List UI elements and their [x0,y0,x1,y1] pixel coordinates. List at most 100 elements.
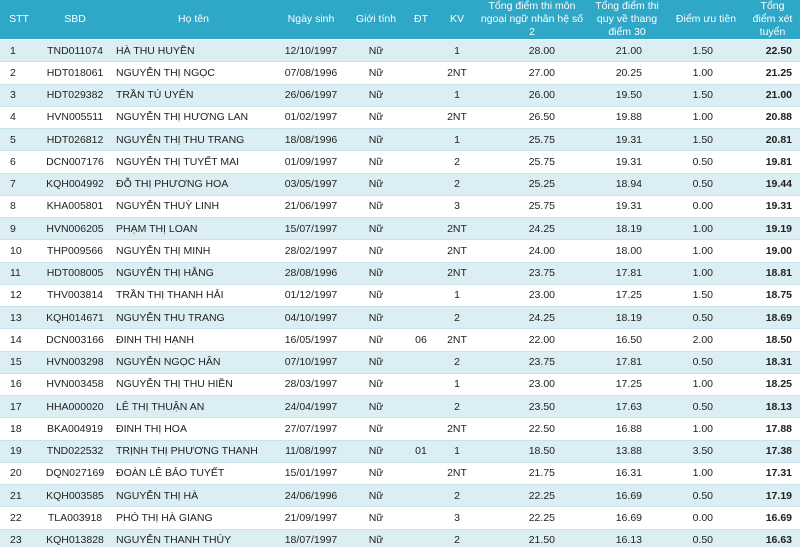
score-30-cell: 16.88 [587,417,667,441]
area-cell: 1 [437,440,477,463]
bonus-score-cell: 2.00 [667,328,745,352]
table-row: 11 HDT008005 NGUYỄN THỊ HẰNG 28/08/1996 Nữ 2N… [0,262,800,285]
table-row: 21 KQH003585 NGUYỄN THỊ HÀ 24/06/1996 Nữ 2 22.… [0,484,800,508]
full-name-cell: NGUYỄN THU TRANG [112,306,275,330]
language-score-cell: 25.75 [477,128,587,152]
language-score-header: Tổng điểm thi môn ngoại ngữ nhân hệ số 2 [477,0,587,40]
total-score-cell: 16.69 [745,506,800,530]
full-name-cell: ĐINH THỊ HOA [112,417,275,441]
priority-group-cell [405,84,437,107]
priority-group-cell [405,61,437,85]
birth-date-cell: 21/09/1997 [275,506,347,530]
stt-cell: 17 [0,395,38,419]
table-row: 19 TND022532 TRỊNH THỊ PHƯƠNG THANH 11/08/1… [0,440,800,463]
birth-date-cell: 07/08/1996 [275,61,347,85]
language-score-cell: 22.25 [477,484,587,508]
area-cell: 1 [437,84,477,107]
area-cell: 2NT [437,328,477,352]
language-score-cell: 27.00 [477,61,587,85]
total-score-cell: 18.69 [745,306,800,330]
area-cell: 2NT [437,462,477,486]
language-score-cell: 25.75 [477,195,587,219]
birth-date-cell: 12/10/1997 [275,39,347,63]
birth-date-cell: 24/04/1997 [275,395,347,419]
sbd-cell: HVN005511 [38,106,112,130]
gender-cell: Nữ [347,150,405,174]
bonus-score-cell: 0.50 [667,484,745,508]
table-row: 7 KQH004992 ĐỖ THỊ PHƯƠNG HOA 03/05/1997 Nữ 2… [0,173,800,196]
gender-cell: Nữ [347,39,405,63]
table-row: 17 HHA000020 LÊ THỊ THUẬN AN 24/04/1997 Nữ 2 2… [0,395,800,419]
gender-header: Giới tính [347,0,405,40]
sbd-cell: DCN003166 [38,328,112,352]
stt-cell: 21 [0,484,38,508]
area-cell: 3 [437,195,477,219]
sbd-cell: DQN027169 [38,462,112,486]
bonus-score-cell: 1.00 [667,262,745,285]
total-score-cell: 17.38 [745,440,800,463]
table-row: 12 THV003814 TRẦN THỊ THANH HẢI 01/12/1997 N… [0,284,800,308]
score-30-cell: 17.81 [587,262,667,285]
table-row: 6 DCN007176 NGUYỄN THỊ TUYẾT MAI 01/09/1997… [0,150,800,174]
bonus-score-cell: 0.50 [667,150,745,174]
full-name-cell: NGUYỄN THỊ MINH [112,239,275,263]
score-30-cell: 17.81 [587,351,667,374]
sbd-cell: TND022532 [38,440,112,463]
full-name-cell: ĐINH THỊ HẠNH [112,328,275,352]
birth-date-cell: 18/08/1996 [275,128,347,152]
language-score-cell: 24.00 [477,239,587,263]
language-score-cell: 25.25 [477,173,587,196]
priority-group-cell [405,417,437,441]
table-row: 15 HVN003298 NGUYỄN NGỌC HÂN 07/10/1997 Nữ 2 2… [0,351,800,374]
bonus-score-cell: 0.50 [667,351,745,374]
birth-date-cell: 03/05/1997 [275,173,347,196]
score-30-cell: 13.88 [587,440,667,463]
area-cell: 2NT [437,239,477,263]
area-cell: 2 [437,173,477,196]
language-score-cell: 21.50 [477,529,587,547]
language-score-cell: 22.50 [477,417,587,441]
area-cell: 2 [437,484,477,508]
priority-group-cell [405,395,437,419]
score-30-cell: 17.25 [587,373,667,397]
score-30-cell: 20.25 [587,61,667,85]
score-30-cell: 21.00 [587,39,667,63]
birth-date-cell: 28/02/1997 [275,239,347,263]
bonus-score-cell: 1.00 [667,61,745,85]
full-name-cell: PHÓ THỊ HÀ GIANG [112,506,275,530]
stt-cell: 13 [0,306,38,330]
bonus-score-cell: 0.50 [667,529,745,547]
priority-group-cell [405,217,437,241]
stt-cell: 7 [0,173,38,196]
total-score-cell: 17.31 [745,462,800,486]
full-name-cell: NGUYỄN THỊ HƯƠNG LAN [112,106,275,130]
bonus-score-cell: 1.00 [667,373,745,397]
gender-cell: Nữ [347,61,405,85]
priority-group-cell [405,173,437,196]
area-cell: 2 [437,529,477,547]
area-cell: 1 [437,128,477,152]
language-score-cell: 28.00 [477,39,587,63]
total-score-cell: 19.81 [745,150,800,174]
language-score-cell: 22.25 [477,506,587,530]
gender-cell: Nữ [347,106,405,130]
birth-date-header: Ngày sinh [275,0,347,40]
table-row: 18 BKA004919 ĐINH THỊ HOA 27/07/1997 Nữ 2NT 22… [0,417,800,441]
stt-cell: 12 [0,284,38,308]
bonus-score-cell: 1.00 [667,417,745,441]
gender-cell: Nữ [347,284,405,308]
table-row: 8 KHA005801 NGUYỄN THUỲ LINH 21/06/1997 Nữ 3 2… [0,195,800,219]
table-row: 9 HVN006205 PHẠM THỊ LOAN 15/07/1997 Nữ 2NT 24… [0,217,800,241]
stt-cell: 8 [0,195,38,219]
total-score-header: Tổng điểm xét tuyển [745,0,800,40]
area-cell: 2 [437,351,477,374]
total-score-cell: 18.13 [745,395,800,419]
birth-date-cell: 01/02/1997 [275,106,347,130]
language-score-cell: 24.25 [477,217,587,241]
table-row: 14 DCN003166 ĐINH THỊ HẠNH 16/05/1997 Nữ 06 2N… [0,328,800,352]
full-name-cell: NGUYỄN THỊ THU HIỀN [112,373,275,397]
table-row: 4 HVN005511 NGUYỄN THỊ HƯƠNG LAN 01/02/1997… [0,106,800,130]
full-name-cell: NGUYỄN THỊ NGỌC [112,61,275,85]
sbd-cell: KQH003585 [38,484,112,508]
table-row: 2 HDT018061 NGUYỄN THỊ NGỌC 07/08/1996 Nữ 2NT… [0,61,800,85]
